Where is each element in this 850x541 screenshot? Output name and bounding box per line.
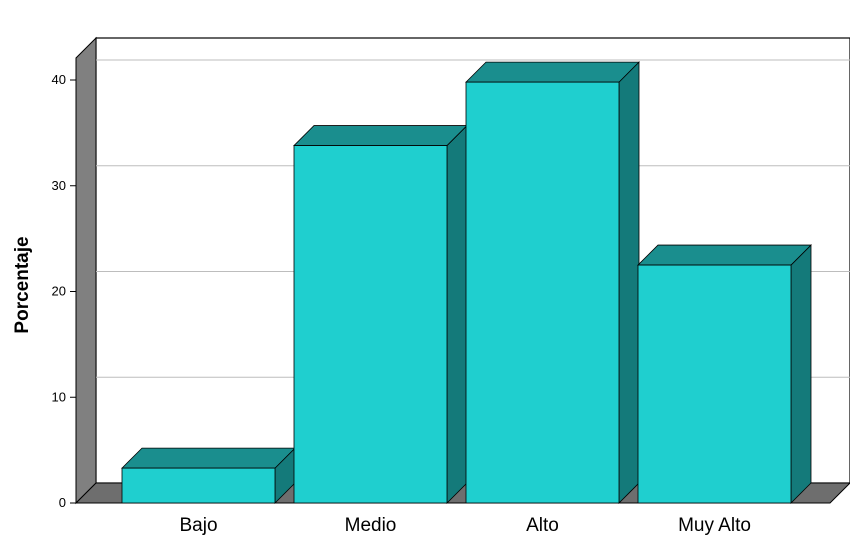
- x-category-label: Alto: [526, 515, 559, 536]
- y-tick-label: 40: [52, 72, 66, 87]
- x-category-label: Medio: [345, 515, 397, 536]
- bar-muy-alto: [637, 244, 812, 504]
- y-tick-label: 30: [52, 178, 66, 193]
- bar-front: [121, 467, 276, 504]
- bar-side: [446, 124, 468, 504]
- bar-top: [465, 61, 640, 83]
- bar-front: [637, 264, 792, 504]
- bar-side: [618, 61, 640, 504]
- y-tick-label: 20: [52, 284, 66, 299]
- x-category-label: Muy Alto: [678, 515, 751, 536]
- bar-front: [465, 81, 620, 504]
- bar-top: [637, 244, 812, 266]
- y-tick-labels: 0 10 20 30 40: [52, 72, 76, 510]
- bar-bajo: [121, 447, 296, 504]
- bar-medio: [293, 124, 468, 504]
- y-tick-label: 10: [52, 389, 66, 404]
- y-tick-label: 0: [59, 495, 66, 510]
- x-category-labels: Bajo Medio Alto Muy Alto: [179, 515, 750, 536]
- bar-side: [790, 244, 812, 504]
- bar-top: [121, 447, 296, 469]
- left-wall: [75, 36, 97, 505]
- y-axis-title: Porcentaje: [12, 236, 33, 333]
- bar-top: [293, 125, 468, 146]
- bars: [121, 61, 812, 504]
- bar-front: [293, 145, 448, 504]
- x-category-label: Bajo: [179, 515, 217, 536]
- bar-alto: [465, 61, 640, 504]
